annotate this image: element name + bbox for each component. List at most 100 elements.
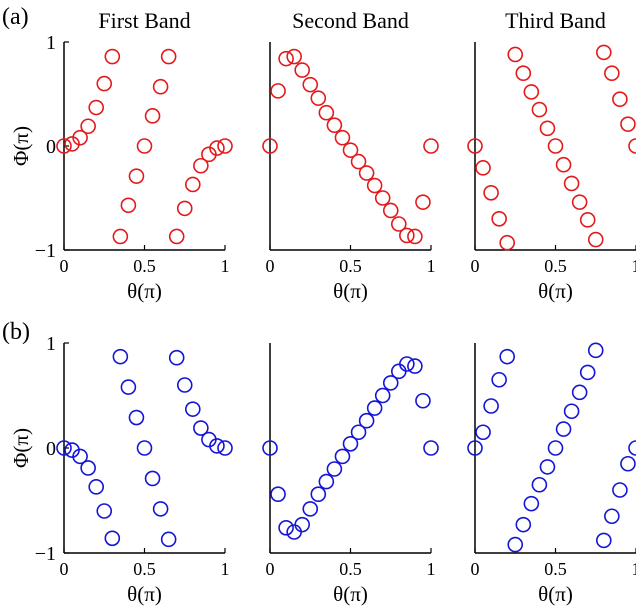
subplot-a-2: 0 0.5 1 θ(π) Second Band [262, 8, 439, 303]
data-point [168, 228, 185, 245]
y-axis-label: Φ(π) [9, 428, 33, 468]
x-tick-label: 1 [221, 256, 230, 276]
data-point [144, 470, 161, 487]
data-point [88, 479, 104, 495]
data-point [294, 62, 311, 78]
data-point [152, 78, 169, 95]
data-point [185, 401, 201, 417]
data-point [382, 375, 399, 391]
data-point [96, 503, 113, 519]
data-point [515, 65, 532, 81]
data-point [96, 75, 113, 92]
data-point [620, 455, 636, 472]
x-axis-label: θ(π) [333, 582, 368, 606]
y-tick-label: −1 [35, 240, 56, 262]
data-point [128, 409, 145, 426]
x-tick-label: 0 [266, 559, 275, 579]
x-axis-label: θ(π) [127, 279, 162, 303]
data-point [467, 138, 483, 154]
data-point [262, 138, 278, 154]
data-point [612, 482, 628, 498]
data-point [531, 476, 548, 493]
data-point [302, 76, 319, 93]
data-point [168, 349, 185, 366]
subplot-a-3: 0 0.5 1 θ(π) Third Band [467, 8, 636, 303]
y-tick-label: 0 [46, 438, 56, 460]
data-point [523, 84, 540, 100]
x-tick-label: 1 [427, 559, 436, 579]
data-point [382, 202, 399, 219]
data-point [579, 364, 596, 381]
x-tick-label: 1 [427, 256, 436, 276]
data-point [120, 197, 137, 214]
data-point [547, 138, 564, 154]
data-point [612, 91, 628, 107]
data-point [579, 212, 596, 228]
data-point [539, 459, 556, 475]
data-point [507, 46, 524, 63]
x-tick-label: 0 [471, 256, 480, 276]
data-point [571, 194, 588, 210]
data-point [620, 116, 636, 132]
x-tick-label: 0.5 [133, 256, 156, 276]
x-tick-label: 0 [266, 256, 275, 276]
x-tick-label: 0.5 [133, 559, 156, 579]
data-point [209, 438, 225, 454]
subplot-b-2: 0 0.5 1 θ(π) [262, 343, 439, 606]
data-point [499, 234, 516, 251]
x-tick-label: 0 [60, 256, 69, 276]
data-point [72, 129, 88, 146]
data-point [423, 138, 439, 154]
x-axis-label: θ(π) [538, 279, 573, 303]
data-point [587, 342, 604, 359]
x-tick-label: 0 [471, 559, 480, 579]
x-tick-label: 0.5 [339, 256, 362, 276]
data-point [342, 435, 359, 452]
data-point [595, 44, 612, 61]
data-point [310, 486, 327, 503]
data-point [278, 50, 294, 67]
data-point [176, 377, 193, 393]
data-point [350, 153, 367, 170]
data-point [499, 348, 516, 365]
data-point [491, 371, 507, 388]
data-point [399, 227, 415, 244]
data-point [407, 358, 423, 374]
data-point [350, 424, 367, 441]
data-point [366, 400, 383, 416]
y-tick-label: 1 [46, 333, 56, 355]
data-point [483, 398, 499, 414]
data-point [185, 176, 201, 193]
x-axis-label: θ(π) [127, 582, 162, 606]
data-point [152, 501, 169, 517]
data-point [104, 530, 121, 547]
data-point [334, 448, 351, 465]
data-point [507, 536, 524, 553]
data-point [112, 348, 129, 365]
row-label-a: (a) [2, 4, 29, 30]
x-tick-label: 1 [632, 256, 636, 276]
data-point [193, 420, 209, 436]
data-point [209, 140, 225, 156]
data-point [270, 83, 286, 99]
data-point [399, 356, 415, 372]
data-point [358, 412, 375, 429]
data-point [374, 387, 391, 404]
subplot-a-1: 0 0.5 1θ(π)10−1Φ(π)First Band [9, 8, 233, 303]
y-tick-label: 1 [46, 32, 56, 54]
y-tick-label: −1 [35, 543, 56, 565]
data-point [56, 440, 72, 456]
data-point [270, 486, 286, 503]
data-point [390, 363, 407, 380]
data-point [318, 104, 335, 121]
data-point [604, 65, 620, 81]
data-point [390, 216, 407, 232]
data-point [483, 185, 499, 201]
data-point [563, 175, 580, 192]
data-point [491, 211, 507, 227]
subplot-b-3: 0 0.5 1 θ(π) [467, 342, 636, 606]
data-point [563, 403, 580, 420]
data-point [262, 440, 278, 456]
data-point [595, 532, 612, 549]
subplot-b-1: 0 0.5 1θ(π)10−1Φ(π) [9, 333, 233, 606]
